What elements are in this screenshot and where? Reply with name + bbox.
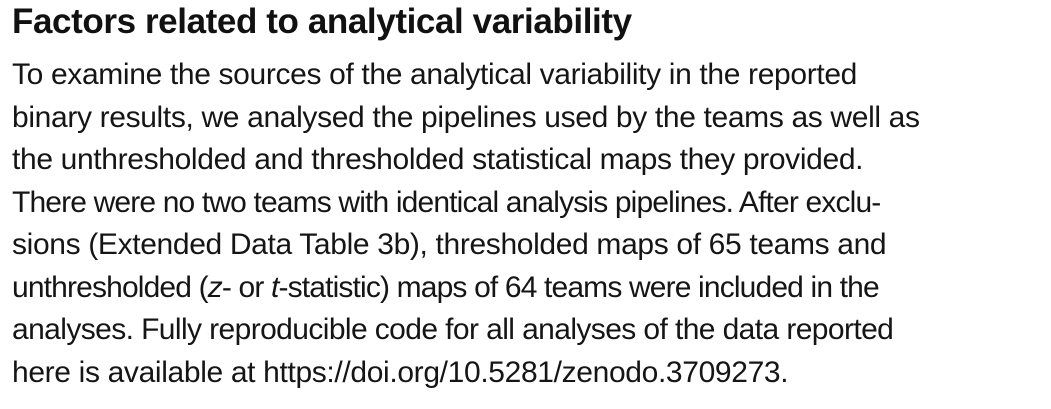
line-text: unthresholded ( <box>12 270 209 304</box>
paragraph-line: To examine the sources of the analytical… <box>12 58 857 91</box>
paragraph-line: analyses. Fully reproducible code for al… <box>12 313 894 346</box>
article-section: Factors related to analytical variabilit… <box>12 0 1042 389</box>
paragraph-line: unthresholded (z- or t-statistic) maps o… <box>12 267 1042 310</box>
paragraph-line: binary results, we analysed the pipeline… <box>12 100 920 134</box>
line-text: -statistic) maps of 64 teams were includ… <box>278 270 879 304</box>
section-paragraph: To examine the sources of the analytical… <box>12 54 1042 394</box>
line-text: - or <box>221 270 271 304</box>
section-heading: Factors related to analytical variabilit… <box>12 2 632 41</box>
t-symbol: t <box>270 270 279 304</box>
paragraph-line: the unthresholded and thresholded statis… <box>12 143 864 176</box>
z-symbol: z <box>207 270 223 304</box>
paragraph-line: There were no two teams with identical a… <box>12 185 881 219</box>
paragraph-line-with-link: here is available at https://doi.org/10.… <box>12 355 789 389</box>
paragraph-line: sions (Extended Data Table 3b), threshol… <box>12 228 887 261</box>
